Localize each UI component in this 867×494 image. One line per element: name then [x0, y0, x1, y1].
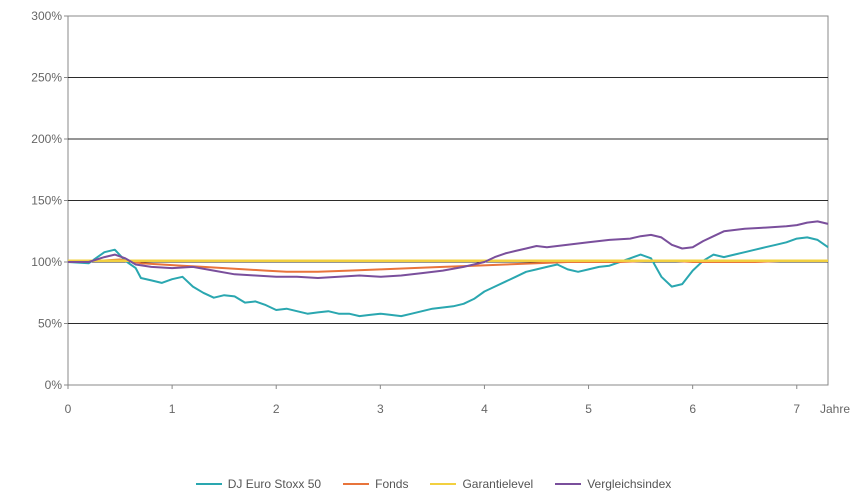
x-tick-label-4: 4 [481, 402, 488, 416]
y-tick-label-1: 50% [38, 317, 62, 331]
legend-swatch-series-0 [195, 483, 222, 485]
legend-item-series-0: DJ Euro Stoxx 50 [195, 477, 322, 491]
legend: DJ Euro Stoxx 50 Fonds Garantielevel Ver… [0, 477, 867, 491]
y-tick-label-2: 100% [31, 255, 62, 269]
x-tick-label-1: 1 [169, 402, 176, 416]
legend-label-series-1: Fonds [375, 477, 409, 491]
legend-item-series-3: Vergleichsindex [555, 477, 671, 491]
series-line-0 [67, 236, 829, 318]
y-tick-label-0: 0% [45, 378, 63, 392]
legend-swatch-series-3 [555, 483, 582, 485]
y-tick-label-5: 250% [31, 71, 62, 85]
x-tick-label-5: 5 [585, 402, 592, 416]
x-tick-label-2: 2 [273, 402, 280, 416]
x-axis-label: Jahre [820, 402, 850, 416]
legend-label-series-2: Garantielevel [462, 477, 534, 491]
legend-swatch-series-1 [343, 483, 370, 485]
legend-item-series-1: Fonds [343, 477, 408, 491]
series-line-3 [68, 220, 829, 279]
legend-label-series-3: Vergleichsindex [587, 477, 672, 491]
x-tick-label-3: 3 [377, 402, 384, 416]
y-tick-label-4: 200% [31, 132, 62, 146]
legend-label-series-0: DJ Euro Stoxx 50 [227, 477, 322, 491]
legend-item-series-2: Garantielevel [430, 477, 533, 491]
x-tick-label-7: 7 [793, 402, 800, 416]
y-tick-label-3: 150% [31, 194, 62, 208]
x-tick-label-0: 0 [65, 402, 72, 416]
y-tick-label-6: 300% [31, 9, 62, 23]
x-tick-label-6: 6 [689, 402, 696, 416]
legend-swatch-series-2 [430, 483, 457, 485]
